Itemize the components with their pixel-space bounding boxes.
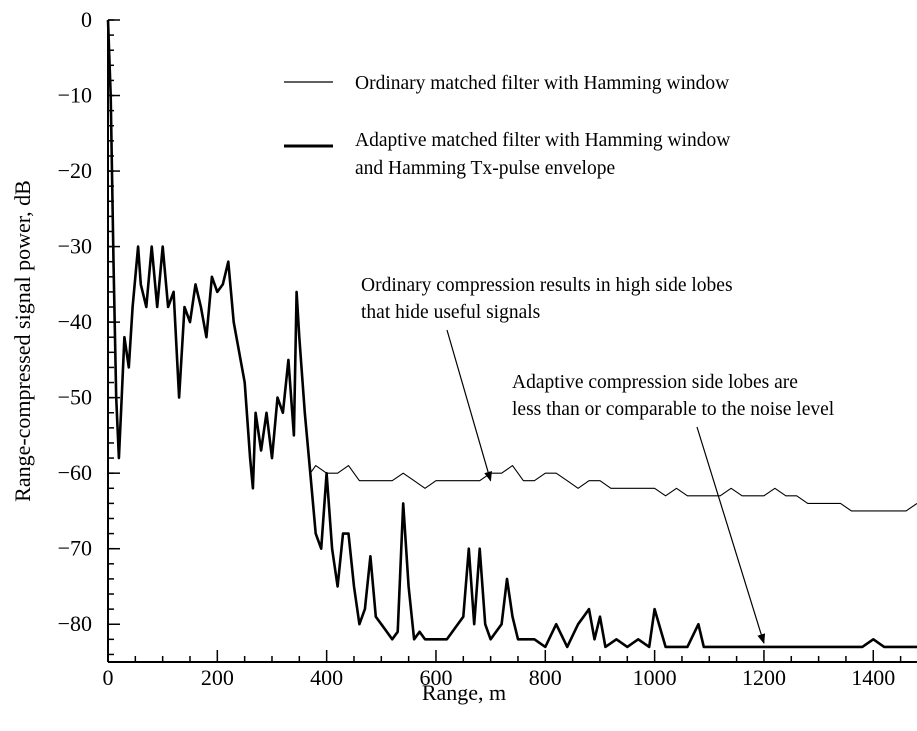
y-axis-title: Range-compressed signal power, dB: [10, 180, 35, 502]
annotation-ordinary-line-2: that hide useful signals: [361, 302, 540, 323]
series-adaptive-line: [106, 19, 917, 649]
x-tick-label: 200: [201, 665, 234, 690]
x-tick-label: 400: [310, 665, 343, 690]
legend-label-adaptive-line-2: and Hamming Tx-pulse envelope: [355, 158, 615, 179]
y-tick-label: −60: [58, 460, 92, 485]
annotation-adaptive-arrow: [696, 426, 766, 645]
y-tick-label: −50: [58, 385, 92, 410]
y-axis-ticks: [108, 19, 120, 656]
annotation-adaptive: Adaptive compression side lobes are less…: [512, 372, 835, 645]
series-layer: [106, 19, 917, 649]
y-axis-tick-labels: 0 −10 −20 −30 −40 −50 −60 −70 −80: [58, 7, 92, 636]
y-tick-label: −20: [58, 158, 92, 183]
legend-label-ordinary: Ordinary matched filter with Hamming win…: [355, 73, 729, 94]
x-tick-label: 0: [103, 665, 114, 690]
x-tick-label: 800: [529, 665, 562, 690]
y-tick-label: −80: [58, 611, 92, 636]
x-tick-label: 600: [419, 665, 452, 690]
y-tick-label: −70: [58, 536, 92, 561]
annotation-ordinary: Ordinary compression results in high sid…: [361, 275, 733, 482]
annotation-adaptive-line-2: less than or comparable to the noise lev…: [512, 399, 835, 420]
annotation-ordinary-arrow: [446, 329, 492, 482]
annotation-adaptive-line-1: Adaptive compression side lobes are: [512, 372, 798, 393]
x-axis-tick-labels: 0 200 400 600 800 1000 1200 1400: [103, 665, 896, 690]
x-axis-title: Range, m: [422, 680, 506, 705]
x-tick-label: 1200: [742, 665, 786, 690]
x-tick-label: 1000: [633, 665, 677, 690]
y-tick-label: 0: [81, 7, 92, 32]
legend-label-adaptive-line-1: Adaptive matched filter with Hamming win…: [355, 130, 730, 151]
y-tick-label: −10: [58, 83, 92, 108]
annotation-ordinary-line-1: Ordinary compression results in high sid…: [361, 275, 733, 296]
x-axis-ticks: [107, 650, 902, 662]
y-tick-label: −30: [58, 234, 92, 259]
y-tick-label: −40: [58, 309, 92, 334]
x-tick-label: 1400: [851, 665, 895, 690]
legend: Ordinary matched filter with Hamming win…: [284, 73, 730, 179]
